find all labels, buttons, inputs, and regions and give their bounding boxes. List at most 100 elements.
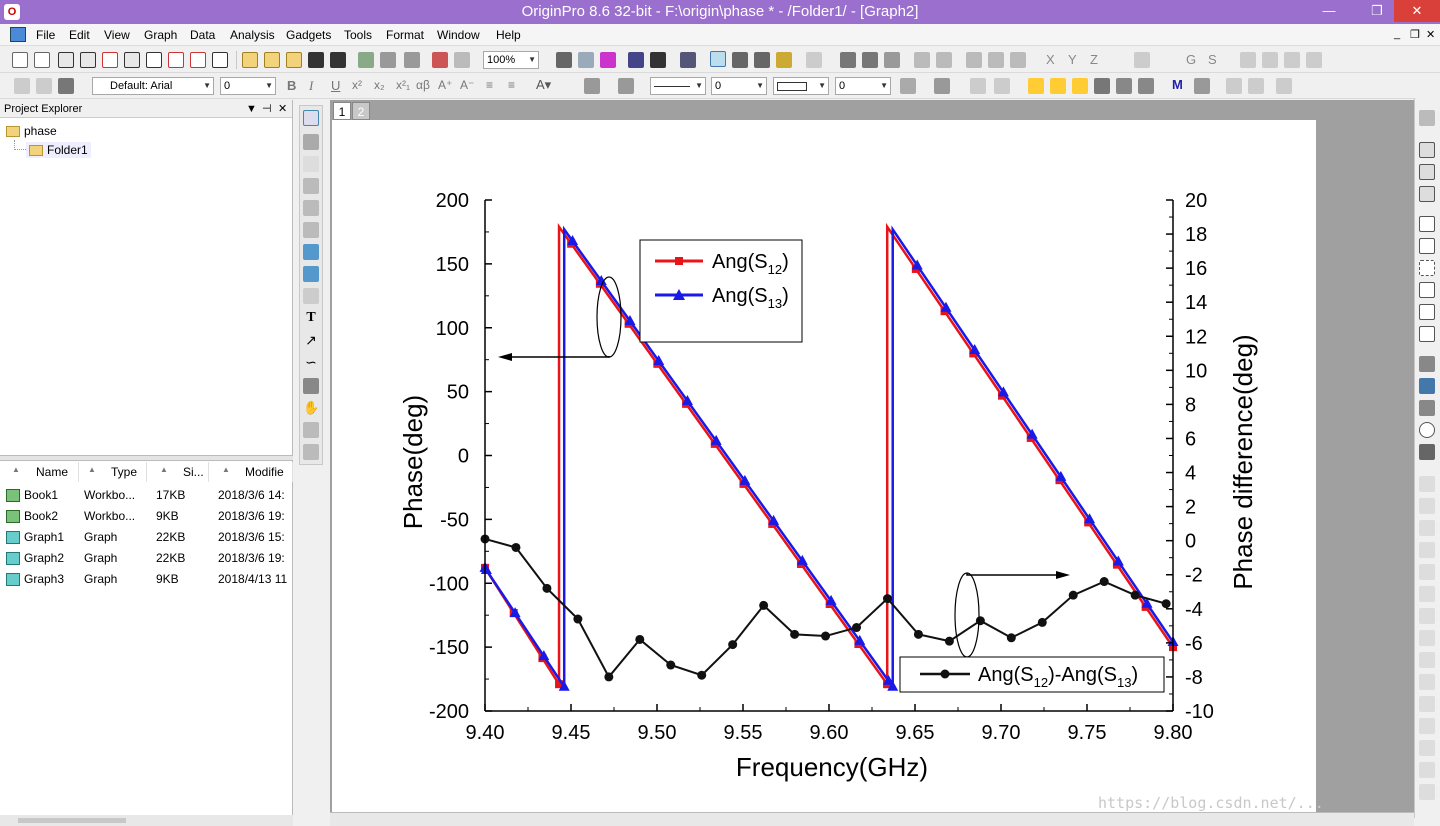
- menu-tools[interactable]: Tools: [344, 28, 373, 42]
- line-style-combo[interactable]: ▼: [650, 77, 706, 95]
- line-color-icon[interactable]: [618, 78, 634, 94]
- code-builder-icon[interactable]: [776, 52, 792, 68]
- copy-page-icon[interactable]: [578, 52, 594, 68]
- menu-window[interactable]: Window: [437, 28, 480, 42]
- arrange-layers-icon[interactable]: [1419, 356, 1435, 372]
- arrow-tool-icon[interactable]: ↗: [305, 332, 317, 348]
- hand-tool-icon[interactable]: ✋: [303, 400, 320, 415]
- fill-color-icon[interactable]: [584, 78, 600, 94]
- center-align-icon[interactable]: ≡: [508, 78, 516, 92]
- pane-splitter[interactable]: [0, 455, 293, 461]
- new-layout-icon[interactable]: [168, 52, 184, 68]
- menu-help[interactable]: Help: [496, 28, 521, 42]
- pin-icon[interactable]: ⊣: [262, 103, 272, 115]
- menu-format[interactable]: Format: [386, 28, 425, 42]
- cut-icon[interactable]: [14, 78, 30, 94]
- menu-graph[interactable]: Graph: [144, 28, 178, 42]
- lock-position-icon[interactable]: [1276, 78, 1292, 94]
- command-window-icon[interactable]: [754, 52, 770, 68]
- subscript-icon[interactable]: x₂: [374, 78, 385, 92]
- underline-icon[interactable]: U: [331, 78, 341, 93]
- border-combo[interactable]: ▼: [773, 77, 829, 95]
- new-file-icon[interactable]: [34, 52, 50, 68]
- menu-data[interactable]: Data: [190, 28, 216, 42]
- list-item[interactable]: Graph3 Graph 9KB 2018/4/13 11: [0, 569, 293, 590]
- swap-axes-icon[interactable]: [1419, 696, 1435, 712]
- add-xy-icon[interactable]: [1419, 326, 1435, 342]
- rescale-x-icon[interactable]: [1419, 498, 1435, 514]
- go-last-icon[interactable]: [1306, 52, 1322, 68]
- column-type-header[interactable]: Type: [79, 462, 147, 482]
- tree-root[interactable]: phase: [6, 124, 57, 138]
- close-button[interactable]: ✕: [1394, 0, 1440, 22]
- decrease-font-icon[interactable]: A⁻: [460, 78, 475, 92]
- zoom-in-icon[interactable]: [303, 134, 319, 150]
- grid-icon[interactable]: [994, 78, 1010, 94]
- set-x-icon[interactable]: X: [1046, 52, 1055, 67]
- lock-icon[interactable]: [1116, 78, 1132, 94]
- column-modified-header[interactable]: Modifie: [209, 462, 293, 482]
- set-label-icon[interactable]: [1134, 52, 1150, 68]
- new-function-icon[interactable]: [146, 52, 162, 68]
- font-size-combo[interactable]: 0 ▼: [220, 77, 276, 95]
- add-column-icon[interactable]: [806, 52, 822, 68]
- mdi-restore-icon[interactable]: ❐: [1410, 29, 1420, 41]
- legend-bottom[interactable]: Ang(S12)-Ang(S13): [899, 656, 1165, 693]
- export-icon[interactable]: [600, 52, 616, 68]
- pointer-icon[interactable]: [303, 110, 319, 126]
- superscript-icon[interactable]: x²: [352, 78, 362, 92]
- recalculate-icon[interactable]: [432, 52, 448, 68]
- menu-gadgets[interactable]: Gadgets: [286, 28, 332, 42]
- supsub-icon[interactable]: x²₁: [396, 78, 411, 92]
- unlock-icon[interactable]: [1138, 78, 1154, 94]
- italic-icon[interactable]: I: [309, 78, 314, 93]
- duplicate-icon[interactable]: [628, 52, 644, 68]
- layer-tab-2[interactable]: 2: [352, 102, 370, 120]
- region-tool-icon[interactable]: [303, 422, 319, 438]
- layer-2-icon[interactable]: [1419, 164, 1435, 180]
- pane-close-icon[interactable]: ✕: [278, 103, 288, 115]
- left-align-icon[interactable]: ≡: [486, 78, 494, 92]
- layer-1-icon[interactable]: [1419, 142, 1435, 158]
- text-tool-icon[interactable]: T: [306, 310, 316, 325]
- mask-icon[interactable]: [303, 266, 319, 282]
- set-z-icon[interactable]: Z: [1090, 52, 1098, 67]
- menu-view[interactable]: View: [104, 28, 130, 42]
- copy-icon[interactable]: [36, 78, 52, 94]
- symbol-icon[interactable]: [934, 78, 950, 94]
- minimize-button[interactable]: —: [1322, 3, 1336, 18]
- column-size-header[interactable]: Si...: [147, 462, 209, 482]
- increase-font-icon[interactable]: A⁺: [438, 78, 453, 92]
- script-window-icon[interactable]: [732, 52, 748, 68]
- statistics-icon[interactable]: [840, 52, 856, 68]
- tree-folder1[interactable]: Folder1: [26, 142, 91, 158]
- menu-analysis[interactable]: Analysis: [230, 28, 275, 42]
- new-workbook-icon[interactable]: [58, 52, 74, 68]
- fill-pattern-icon[interactable]: [900, 78, 916, 94]
- fill-random-icon[interactable]: [936, 52, 952, 68]
- menu-edit[interactable]: Edit: [69, 28, 90, 42]
- add-inset-icon[interactable]: [1419, 282, 1435, 298]
- fill-row-numbers-icon[interactable]: [914, 52, 930, 68]
- add-inset-data-icon[interactable]: [1419, 304, 1435, 320]
- print-icon[interactable]: [556, 52, 572, 68]
- add-layer-icon[interactable]: [1419, 110, 1435, 126]
- go-prev-icon[interactable]: [1262, 52, 1278, 68]
- link-icon[interactable]: [1419, 718, 1435, 734]
- rescale-icon[interactable]: [1419, 476, 1435, 492]
- insert-graph-icon[interactable]: [303, 444, 319, 460]
- go-next-icon[interactable]: [1284, 52, 1300, 68]
- color-scale-icon[interactable]: [1419, 630, 1435, 646]
- import-single-ascii-icon[interactable]: [380, 52, 396, 68]
- data-reader-icon[interactable]: [303, 178, 319, 194]
- new-matrix-icon[interactable]: [124, 52, 140, 68]
- mdi-close-icon[interactable]: ✕: [1426, 29, 1436, 41]
- layer-contents-icon[interactable]: [1419, 674, 1435, 690]
- align-horizontal-icon[interactable]: [1248, 78, 1264, 94]
- go-first-icon[interactable]: [1240, 52, 1256, 68]
- fit-page-icon[interactable]: [1419, 740, 1435, 756]
- save-project-icon[interactable]: [308, 52, 324, 68]
- list-item[interactable]: Book2 Workbo... 9KB 2018/3/6 19:: [0, 506, 293, 527]
- new-project-icon[interactable]: [12, 52, 28, 68]
- zoom-out-icon[interactable]: [303, 156, 319, 172]
